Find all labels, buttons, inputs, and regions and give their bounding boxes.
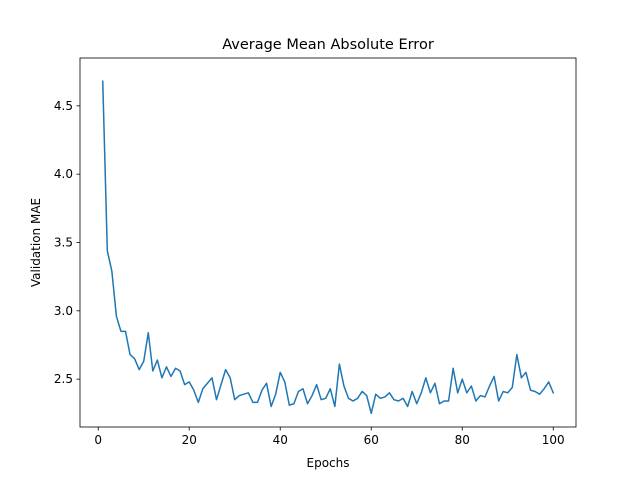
x-tick-label: 20 — [182, 433, 197, 447]
axes-layer: 0 20 40 60 80 100 2.5 3.0 3.5 4.0 4.5 — [54, 57, 577, 447]
y-tick-label: 4.5 — [54, 99, 73, 113]
y-tick-label: 3.5 — [54, 236, 73, 250]
x-tick-label: 40 — [273, 433, 288, 447]
series-line-0 — [101, 80, 555, 415]
plot-area — [80, 58, 576, 427]
x-tick-label: 60 — [364, 433, 379, 447]
y-tick-label: 4.0 — [54, 167, 73, 181]
marks-layer — [101, 80, 555, 415]
x-tick-label: 100 — [542, 433, 565, 447]
x-axis-label: Epochs — [307, 456, 350, 470]
chart-title: Average Mean Absolute Error — [222, 37, 434, 53]
x-tick-label: 0 — [94, 433, 102, 447]
y-tick-label: 3.0 — [54, 304, 73, 318]
y-tick-label: 2.5 — [54, 372, 73, 386]
y-axis-label: Validation MAE — [29, 198, 43, 287]
x-tick-label: 80 — [455, 433, 470, 447]
